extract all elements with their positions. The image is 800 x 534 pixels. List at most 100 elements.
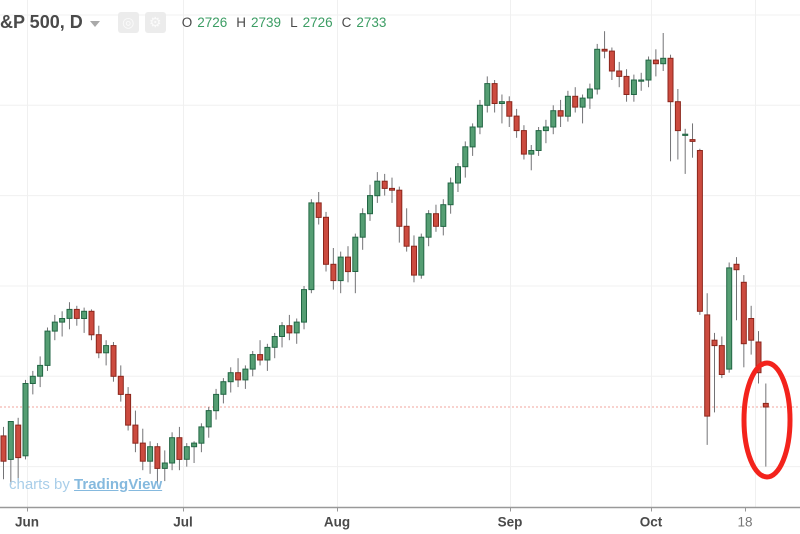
candle: [491, 80, 498, 113]
candle: [7, 421, 14, 485]
candle: [601, 31, 608, 59]
candle: [608, 47, 615, 80]
candle: [623, 69, 630, 102]
candles-layer: [0, 31, 769, 485]
candle: [572, 87, 579, 113]
candle: [755, 331, 762, 384]
candle: [154, 443, 161, 483]
time-axis-label: 18: [737, 515, 752, 530]
candle: [183, 443, 190, 467]
candle: [484, 76, 491, 113]
candle: [352, 233, 359, 294]
symbol-title[interactable]: &P 500, D: [0, 12, 83, 32]
candle: [66, 302, 73, 330]
candle: [704, 293, 711, 445]
candle: [323, 211, 329, 272]
candle: [169, 432, 176, 471]
candle: [506, 96, 513, 127]
tradingview-link[interactable]: TradingView: [74, 476, 163, 493]
attribution-watermark: charts by TradingView: [9, 476, 162, 493]
candle: [645, 56, 652, 88]
candle: [337, 251, 344, 294]
candle: [73, 305, 80, 326]
candle: [198, 423, 205, 453]
candle: [15, 417, 22, 483]
candle: [682, 128, 689, 174]
close-label: C: [341, 14, 352, 30]
candle: [315, 192, 322, 225]
low-value: 2726: [302, 14, 333, 30]
gear-icon-button[interactable]: ⚙: [144, 11, 166, 33]
candle: [748, 305, 755, 355]
attribution-prefix: charts by: [9, 476, 75, 493]
candle: [44, 327, 51, 371]
candle: [425, 210, 432, 247]
circle-dot-icon-button[interactable]: ◎: [117, 11, 139, 33]
candle: [301, 286, 307, 330]
low-label: L: [290, 14, 298, 30]
candle: [205, 407, 212, 438]
candle: [249, 351, 256, 377]
candle: [22, 379, 29, 460]
candle: [411, 235, 417, 283]
candle: [88, 309, 95, 341]
candle: [213, 388, 220, 420]
circle-dot-icon: ◎: [122, 14, 135, 30]
time-axis[interactable]: Jun Jul Aug Sep Oct 18: [0, 506, 800, 530]
candle: [242, 365, 249, 389]
candle: [667, 54, 674, 162]
chart-header: &P 500, D ◎ ⚙ O 2726 H 2739 L 2726 C 273…: [0, 8, 386, 36]
candle: [359, 208, 366, 250]
candle: [652, 49, 659, 77]
candle: [279, 322, 285, 348]
candle: [711, 332, 718, 413]
candle: [740, 275, 747, 368]
candle: [528, 145, 535, 171]
candle: [440, 199, 447, 236]
time-axis-label: Oct: [640, 515, 663, 530]
time-axis-label: Jun: [15, 515, 39, 530]
candle: [220, 378, 227, 404]
candle: [396, 186, 403, 243]
candle: [51, 314, 58, 341]
candle: [29, 370, 36, 395]
candle: [117, 365, 124, 402]
candle: [542, 119, 549, 144]
vertical-gridlines: [27, 0, 756, 508]
time-axis-label: Jul: [173, 515, 193, 530]
candle: [367, 184, 373, 221]
candle: [345, 246, 351, 283]
candle: [37, 356, 44, 388]
candle: [586, 83, 593, 109]
candle: [139, 428, 146, 471]
candle: [308, 199, 315, 294]
candle: [513, 108, 520, 138]
candle: [95, 325, 102, 359]
candle: [403, 208, 410, 252]
candle: [227, 367, 234, 393]
candle: [264, 343, 271, 371]
candle: [462, 141, 469, 178]
candle: [660, 33, 667, 71]
candle: [579, 94, 586, 124]
candle: [447, 177, 454, 214]
candle: [433, 204, 439, 232]
gear-icon: ⚙: [148, 14, 162, 30]
candle: [374, 172, 381, 203]
candle: [271, 332, 278, 359]
candle: [103, 340, 110, 366]
ohlc-readout: O 2726 H 2739 L 2726 C 2733: [182, 15, 387, 30]
candle: [81, 307, 88, 333]
candle: [455, 163, 461, 192]
candle: [0, 426, 7, 480]
candle: [762, 383, 769, 467]
candle: [147, 441, 154, 474]
time-axis-label: Sep: [498, 515, 523, 530]
close-value: 2733: [356, 14, 387, 30]
open-value: 2726: [197, 14, 228, 30]
candle: [381, 173, 388, 196]
horizontal-gridlines: [0, 14, 800, 468]
chevron-down-icon[interactable]: [89, 20, 100, 27]
candle: [389, 177, 395, 203]
